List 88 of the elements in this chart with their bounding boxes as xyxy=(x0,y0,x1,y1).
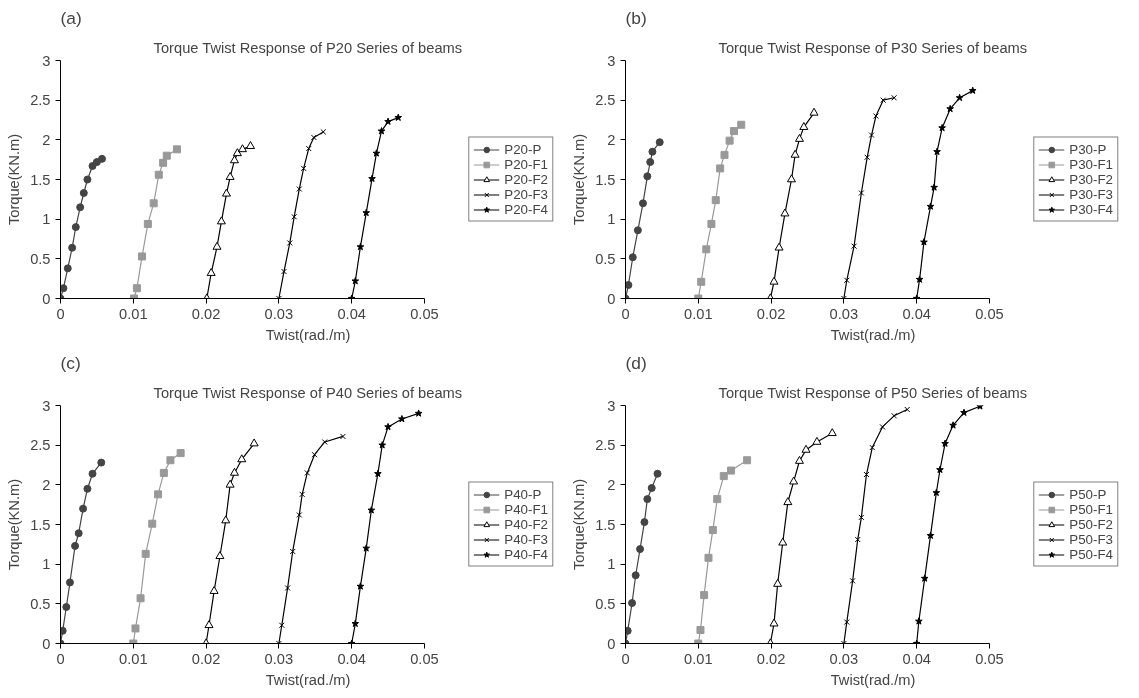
x-tick-label: 0.04 xyxy=(902,305,931,322)
legend-label: P20-F3 xyxy=(504,186,548,202)
x-tick-label: 0.01 xyxy=(684,650,713,667)
legend-label: P20-F1 xyxy=(504,156,548,172)
legend-label: P50-P xyxy=(1069,486,1107,502)
legend-label: P20-F4 xyxy=(504,201,548,217)
x-tick-label: 0.01 xyxy=(119,305,148,322)
x-tick-label: 0.01 xyxy=(684,305,713,322)
y-tick-label: 2 xyxy=(607,131,616,148)
y-tick-label: 0.5 xyxy=(595,250,616,267)
chart-title: Torque Twist Response of P40 Series of beams xyxy=(153,384,463,401)
legend-label: P40-P xyxy=(504,486,542,502)
x-tick-label: 0.05 xyxy=(975,650,1004,667)
text: (a) xyxy=(60,7,82,28)
x-axis-title: Twist(rad./m) xyxy=(265,671,351,688)
legend-label: P30-F3 xyxy=(1069,186,1113,202)
x-tick-label: 0.02 xyxy=(756,305,786,322)
y-tick-label: 0.5 xyxy=(595,595,616,612)
y-axis-title: Torque(KN.m) xyxy=(6,133,23,226)
y-tick-label: 2.5 xyxy=(30,92,51,109)
chart-title: Torque Twist Response of P30 Series of beams xyxy=(718,39,1028,56)
y-tick-label: 1 xyxy=(42,556,51,573)
y-tick-label: 0.5 xyxy=(30,250,51,267)
legend-label: P30-F2 xyxy=(1069,171,1113,187)
y-axis-title: Torque(KN.m) xyxy=(571,478,588,571)
y-tick-label: 1.5 xyxy=(595,516,616,533)
y-axis-title: Torque(KN.m) xyxy=(571,133,588,226)
x-tick-label: 0.04 xyxy=(902,650,931,667)
y-tick-label: 1.5 xyxy=(595,171,616,188)
legend-label: P30-F1 xyxy=(1069,156,1113,172)
x-axis-title: Twist(rad./m) xyxy=(830,671,916,688)
x-axis-title: Twist(rad./m) xyxy=(830,326,916,343)
y-tick-label: 1 xyxy=(42,211,51,228)
y-tick-label: 1 xyxy=(607,211,616,228)
x-tick-label: 0.03 xyxy=(264,650,294,667)
x-tick-label: 0.04 xyxy=(337,305,366,322)
y-tick-label: 0.5 xyxy=(30,595,51,612)
y-tick-label: 2 xyxy=(607,476,616,493)
y-tick-label: 3 xyxy=(607,397,616,414)
legend-label: P20-F2 xyxy=(504,171,548,187)
y-tick-label: 3 xyxy=(42,52,51,69)
chart-title: Torque Twist Response of P20 Series of beams xyxy=(153,39,463,56)
y-tick-label: 1 xyxy=(607,556,616,573)
x-tick-label: 0 xyxy=(56,305,65,322)
y-tick-label: 2 xyxy=(42,131,51,148)
legend-label: P40-F4 xyxy=(504,546,548,562)
y-tick-label: 2.5 xyxy=(595,437,616,454)
chart-title: Torque Twist Response of P50 Series of beams xyxy=(718,384,1028,401)
legend-label: P30-P xyxy=(1069,141,1107,157)
legend-label: P30-F4 xyxy=(1069,201,1113,217)
x-tick-label: 0.02 xyxy=(191,305,221,322)
legend-label: P50-F1 xyxy=(1069,501,1113,517)
x-tick-label: 0 xyxy=(621,305,630,322)
x-tick-label: 0 xyxy=(56,650,65,667)
y-tick-label: 2 xyxy=(42,476,51,493)
x-tick-label: 0.02 xyxy=(191,650,221,667)
y-tick-label: 1.5 xyxy=(30,171,51,188)
y-tick-label: 0 xyxy=(607,290,616,307)
y-axis-title: Torque(KN.m) xyxy=(6,478,23,571)
x-tick-label: 0.03 xyxy=(829,305,859,322)
legend-label: P50-F4 xyxy=(1069,546,1113,562)
x-tick-label: 0.05 xyxy=(410,650,439,667)
legend-label: P50-F2 xyxy=(1069,516,1113,532)
y-tick-label: 0 xyxy=(42,635,51,652)
legend-label: P40-F2 xyxy=(504,516,548,532)
text: (d) xyxy=(625,352,647,373)
x-tick-label: 0.03 xyxy=(264,305,294,322)
x-tick-label: 0.03 xyxy=(829,650,859,667)
y-tick-label: 3 xyxy=(607,52,616,69)
x-tick-label: 0.05 xyxy=(975,305,1004,322)
x-axis-title: Twist(rad./m) xyxy=(265,326,351,343)
legend-label: P20-P xyxy=(504,141,542,157)
y-tick-label: 1.5 xyxy=(30,516,51,533)
y-tick-label: 2.5 xyxy=(595,92,616,109)
y-tick-label: 0 xyxy=(607,635,616,652)
text: (c) xyxy=(60,352,81,373)
y-tick-label: 0 xyxy=(42,290,51,307)
x-tick-label: 0 xyxy=(621,650,630,667)
x-tick-label: 0.05 xyxy=(410,305,439,322)
x-tick-label: 0.02 xyxy=(756,650,786,667)
y-tick-label: 3 xyxy=(42,397,51,414)
text: (b) xyxy=(625,7,647,28)
y-tick-label: 2.5 xyxy=(30,437,51,454)
legend-label: P40-F1 xyxy=(504,501,548,517)
x-tick-label: 0.04 xyxy=(337,650,366,667)
legend-label: P50-F3 xyxy=(1069,531,1113,547)
x-tick-label: 0.01 xyxy=(119,650,148,667)
legend-label: P40-F3 xyxy=(504,531,548,547)
